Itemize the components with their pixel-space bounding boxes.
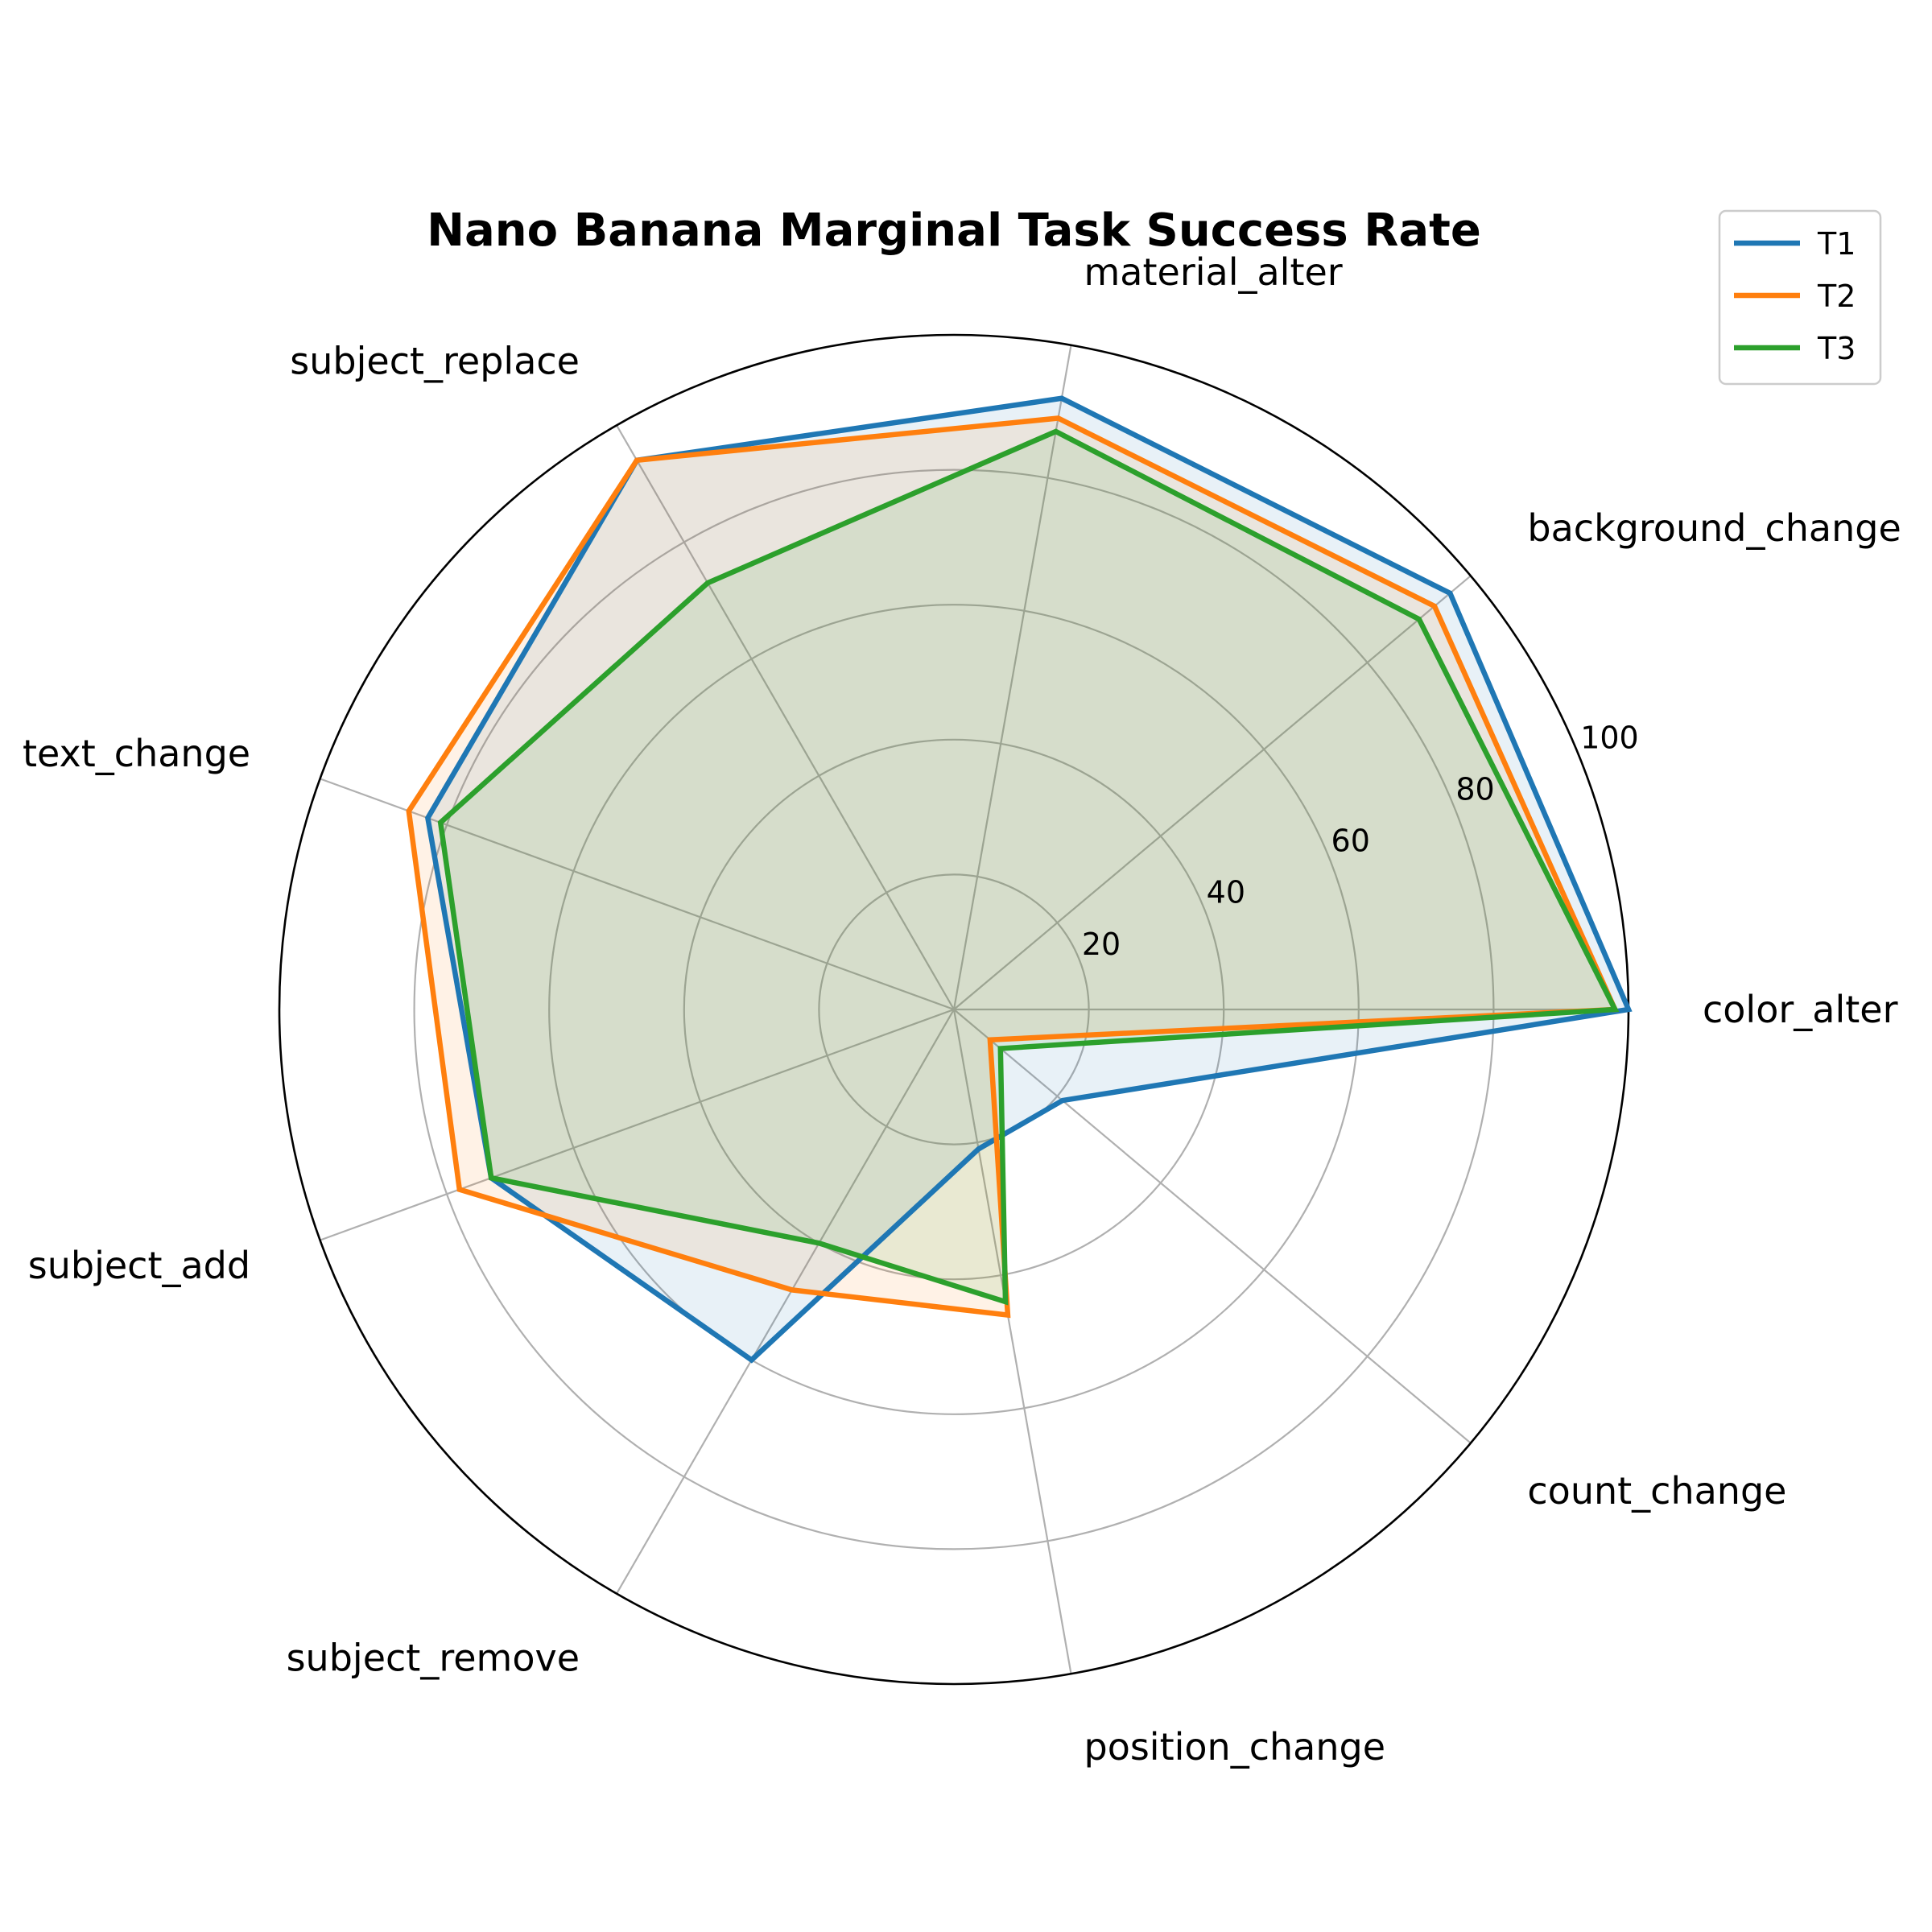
spoke-position_change (952, 1009, 1072, 1674)
spoke-count_change (953, 1009, 1472, 1444)
series-fill-T3 (440, 431, 1616, 1302)
series-line-T3 (437, 428, 1620, 1306)
legend: T1 T2 T3 (1718, 209, 1882, 386)
legend-label-T3: T3 (1817, 331, 1856, 366)
labels-layer: 20 40 60 80 100 color_alter background_change m… (23, 250, 1901, 1769)
series-line-T1 (424, 395, 1633, 1364)
series-line-T2 (406, 415, 1620, 1319)
category-label-text_change: text_change (23, 732, 250, 775)
spoke-subject_replace (616, 424, 955, 1010)
spoke-material_alter (952, 345, 1072, 1010)
legend-label-T1: T1 (1817, 226, 1856, 262)
category-label-color_alter: color_alter (1703, 988, 1898, 1031)
category-label-subject_replace: subject_replace (290, 340, 580, 383)
radial-tick-label: 100 (1580, 720, 1639, 755)
spoke-subject_add (320, 1008, 955, 1241)
spoke-subject_remove (616, 1009, 955, 1595)
category-label-subject_add: subject_add (28, 1244, 250, 1287)
radial-tick-label: 60 (1331, 824, 1370, 859)
chart-title: Nano Banana Marginal Task Success Rate (427, 204, 1481, 257)
radial-tick-label: 40 (1207, 875, 1245, 910)
category-label-position_change: position_change (1084, 1725, 1386, 1769)
spoke-background_change (953, 575, 1472, 1010)
category-label-background_change: background_change (1527, 506, 1901, 550)
radial-tick-label: 20 (1082, 927, 1121, 962)
category-label-material_alter: material_alter (1084, 250, 1343, 294)
category-label-subject_remove: subject_remove (287, 1636, 580, 1679)
category-label-count_change: count_change (1527, 1469, 1786, 1513)
series-fill-T2 (408, 418, 1616, 1315)
radial-tick-label: 80 (1455, 771, 1494, 807)
series-fill-T1 (427, 398, 1629, 1360)
series-layer (406, 395, 1633, 1364)
legend-label-T2: T2 (1817, 279, 1856, 314)
